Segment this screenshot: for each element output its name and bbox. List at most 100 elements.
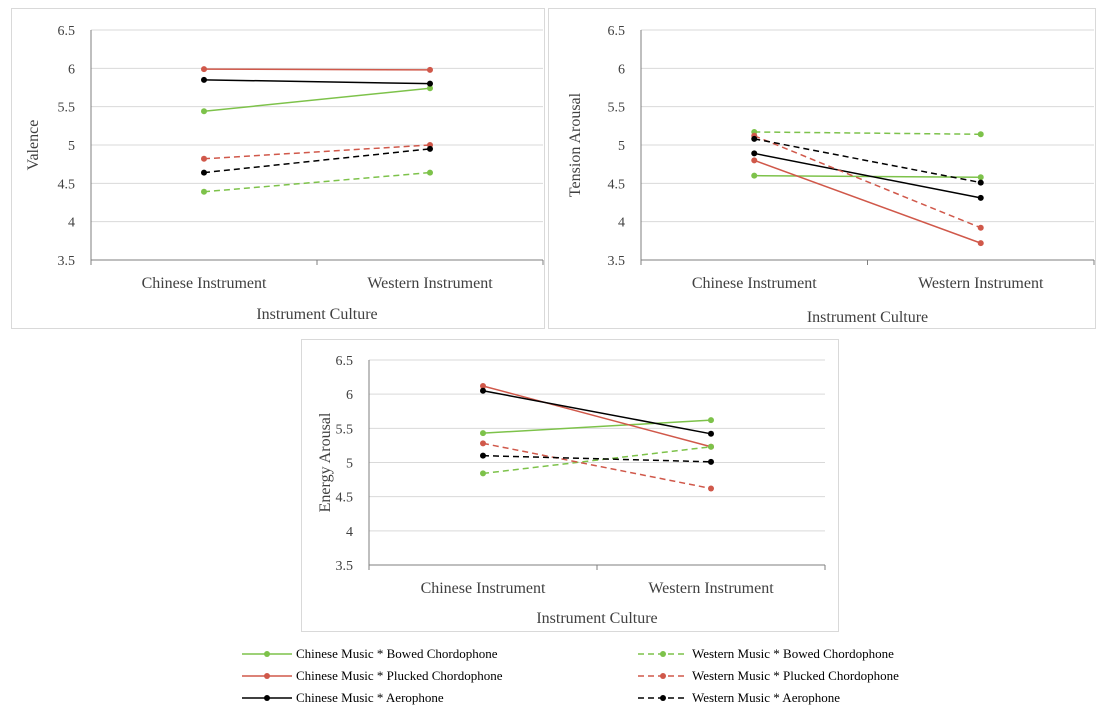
series-line-5 (482, 454, 712, 463)
series-line-0 (482, 419, 712, 434)
x-tick-label: Chinese Instrument (692, 275, 817, 292)
legend-label: Western Music * Aerophone (692, 690, 841, 705)
legend-label: Western Music * Bowed Chordophone (692, 646, 894, 661)
series-line-4 (203, 144, 431, 160)
data-point-s5-1 (427, 145, 433, 152)
data-point-s2-1 (427, 80, 433, 87)
x-tick-label: Western Instrument (918, 275, 1044, 292)
y-tick-label: 6 (618, 62, 625, 77)
y-tick-label: 5 (68, 139, 75, 154)
data-point-s5-0 (480, 452, 486, 459)
data-point-s5-0 (751, 135, 758, 142)
data-point-s2-0 (201, 76, 207, 83)
data-point-s3-0 (480, 470, 486, 477)
legend-label: Chinese Music * Plucked Chordophone (296, 668, 503, 683)
x-tick-label: Western Instrument (648, 580, 774, 597)
legend-swatch-marker (264, 651, 270, 657)
data-point-s0-0 (751, 172, 758, 179)
data-point-s2-0 (751, 150, 758, 157)
series-line-4 (753, 135, 982, 229)
legend-swatch-4 (638, 673, 688, 679)
series-line-5 (203, 148, 431, 174)
series-line-3 (203, 171, 431, 193)
data-point-s3-1 (427, 169, 433, 176)
y-tick-label: 3.5 (58, 254, 76, 269)
series-line-0 (754, 174, 981, 178)
legend-swatch-marker (660, 651, 666, 657)
legend-swatch-0 (242, 651, 292, 657)
data-point-s5-1 (708, 458, 714, 465)
data-point-s4-1 (977, 224, 984, 231)
data-point-s0-0 (201, 108, 207, 115)
legend-swatch-3 (638, 651, 688, 657)
y-tick-label: 5.5 (608, 101, 626, 116)
series-line-0 (203, 87, 431, 113)
x-tick-label: Chinese Instrument (421, 580, 546, 597)
y-tick-label: 6.5 (336, 354, 354, 369)
data-point-s3-0 (201, 188, 207, 195)
series-line-1 (203, 68, 431, 71)
series-line-2 (754, 152, 981, 199)
series-line-4 (482, 442, 712, 490)
series-line-2 (203, 79, 431, 85)
data-point-s3-1 (977, 131, 984, 138)
series-line-1 (482, 385, 712, 448)
y-tick-label: 6 (68, 62, 75, 77)
chart-legend: Chinese Music * Bowed Chordophone Chines… (240, 645, 1000, 711)
y-tick-label: 4 (68, 216, 75, 231)
y-tick-label: 6.5 (58, 24, 76, 39)
y-tick-label: 3.5 (336, 559, 354, 574)
y-tick-label: 5.5 (336, 422, 354, 437)
series-line-3 (482, 446, 712, 475)
data-point-s4-1 (708, 485, 714, 492)
x-tick-label: Chinese Instrument (142, 275, 267, 292)
legend-label: Chinese Music * Bowed Chordophone (296, 646, 498, 661)
x-axis-title: Instrument Culture (807, 309, 928, 326)
legend-swatch-marker (660, 673, 666, 679)
x-axis-title: Instrument Culture (256, 306, 377, 323)
chart-panel-valence: 3.5 4 4.5 5 5.5 6 6.5 Chinese Instrument Western… (11, 8, 545, 329)
y-tick-label: 5.5 (58, 101, 76, 116)
series-line-3 (754, 131, 981, 136)
legend-label: Western Music * Plucked Chordophone (692, 668, 899, 683)
data-point-s2-1 (977, 194, 984, 201)
data-point-s0-0 (480, 430, 486, 437)
data-point-s2-1 (708, 430, 714, 437)
legend-swatch-marker (264, 695, 270, 701)
y-tick-label: 6 (346, 388, 353, 403)
data-point-s1-0 (480, 382, 486, 389)
series-line-2 (482, 390, 712, 435)
data-point-s0-1 (708, 417, 714, 424)
legend-swatch-2 (242, 695, 292, 701)
data-point-s2-0 (480, 387, 486, 394)
legend-swatch-marker (660, 695, 666, 701)
chart-panel-energy-arousal: 3.5 4 4.5 5 5.5 6 6.5 Chinese Instrument Western… (301, 339, 839, 632)
y-tick-label: 3.5 (608, 254, 626, 269)
y-tick-label: 6.5 (608, 24, 626, 39)
data-point-s5-0 (201, 169, 207, 176)
legend-swatch-5 (638, 695, 688, 701)
data-point-s1-1 (977, 240, 984, 247)
y-axis-title: Valence (25, 120, 42, 171)
y-tick-label: 5 (618, 139, 625, 154)
data-point-s0-1 (427, 85, 433, 92)
series-line-5 (754, 138, 981, 184)
data-point-s1-1 (427, 66, 433, 73)
chart-energy-arousal: 3.5 4 4.5 5 5.5 6 6.5 Chinese Instrument Western… (317, 354, 826, 627)
chart-panel-tension-arousal: 3.5 4 4.5 5 5.5 6 6.5 Chinese Instrument Western… (548, 8, 1096, 329)
legend-swatch-1 (242, 673, 292, 679)
y-tick-label: 4.5 (58, 177, 76, 192)
y-tick-label: 4.5 (608, 177, 626, 192)
y-tick-label: 4 (346, 525, 353, 540)
y-axis-title: Energy Arousal (317, 412, 334, 512)
data-point-s4-0 (201, 155, 207, 162)
y-tick-label: 4.5 (336, 491, 354, 506)
data-point-s1-0 (751, 157, 758, 164)
x-tick-label: Western Instrument (367, 275, 493, 292)
y-tick-label: 4 (618, 216, 625, 231)
chart-tension-arousal: 3.5 4 4.5 5 5.5 6 6.5 Chinese Instrument Western… (567, 24, 1095, 326)
chart-valence: 3.5 4 4.5 5 5.5 6 6.5 Chinese Instrument Western… (25, 24, 544, 323)
x-axis-title: Instrument Culture (536, 610, 657, 627)
data-point-s0-1 (977, 174, 984, 181)
data-point-s3-1 (708, 443, 714, 450)
